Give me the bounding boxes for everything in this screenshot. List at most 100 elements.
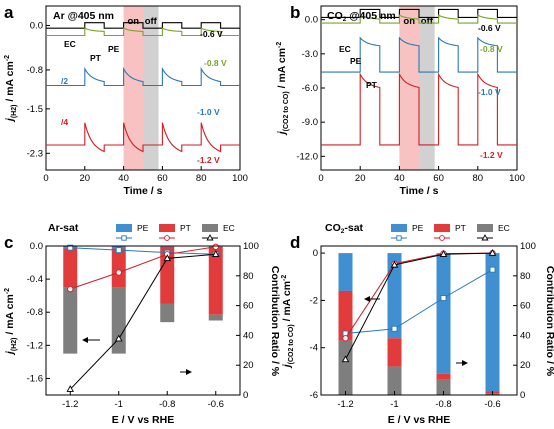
- d-ytick-label-1: -2: [310, 295, 318, 306]
- panel-b-header-sub: 2: [343, 16, 347, 23]
- c-marker-ec-2: [163, 254, 172, 262]
- panel-d-ylabel: j(CO2 to CO) / mA cm-2: [281, 275, 295, 370]
- panel-c-ylabel-sup: -2: [4, 288, 11, 294]
- panel-b-ec-label: EC: [339, 44, 351, 54]
- panel-d-ylabel-main: j: [281, 363, 293, 369]
- c-legend-swatch-2: [202, 224, 218, 232]
- d-bar-pt-1: [387, 338, 402, 367]
- panel-d-label: d: [290, 233, 300, 252]
- panel-a-ylabel-unit: / mA cm: [4, 61, 16, 104]
- panel-b-pt-label: PT: [366, 80, 378, 90]
- a-series-line-4: [46, 122, 240, 153]
- panel-b-ylabel-sup: -2: [276, 42, 283, 48]
- panel-b-ylabel: j(CO2 to CO) / mA cm-2: [276, 42, 290, 137]
- panel-b-header: CO2 @405 nm: [327, 10, 396, 23]
- panel-b-label: b: [290, 3, 300, 22]
- c-xtick-label-0: -1.2: [62, 399, 78, 410]
- b-ytick-label-3: -9.0: [302, 117, 318, 128]
- b-xtick-label-1: 20: [355, 173, 366, 184]
- panel-d-ticks: -1.2 -1 -0.8 -0.6 0 -2 -4 -6 0 20 40 60 80 100: [310, 241, 536, 410]
- panel-b: b on off 0 20 40 60 80 100 0.0 -3.0 -6.0 -9.0 -12.…: [276, 3, 525, 197]
- panel-a-series-label-2: -0.8 V: [204, 58, 227, 68]
- panel-b-off-label: off: [421, 16, 434, 27]
- c-legend-marker-1: [164, 235, 170, 241]
- c-bar-pt-0: [63, 248, 78, 288]
- panel-a-ticks: 0 20 40 60 80 100 0.0 -0.8 -1.5 -2.3: [27, 20, 248, 184]
- c-marker-pt-3: [212, 243, 219, 250]
- d-marker-ec-3: [488, 248, 497, 256]
- panel-b-ylabel-sub: (CO2 to CO): [283, 91, 290, 131]
- c-line-pe: [70, 247, 216, 255]
- a-xtick-label-5: 100: [232, 173, 248, 184]
- c-y2tick-label-2: 40: [243, 330, 254, 341]
- c-legend-label-1: PT: [180, 223, 191, 233]
- b-ytick-label-1: -3.0: [302, 49, 318, 60]
- panel-b-header-tail: @405 nm: [346, 10, 395, 22]
- panel-d-y2label: Contribution Ratio / %: [544, 266, 554, 377]
- panel-d-header-tail: -sat: [344, 222, 363, 234]
- d-line-ec: [345, 252, 493, 360]
- c-y2tick-label-1: 20: [243, 360, 254, 371]
- d-ytick-label-0: 0: [313, 248, 318, 259]
- d-legend-label-1: PT: [455, 223, 466, 233]
- c-legend-marker-0: [121, 235, 127, 241]
- d-legend-label-0: PE: [412, 223, 424, 233]
- panel-a: a on off 0 20 40 60 80 100 0.0 -0.8 -1.5 -2.3 Ar …: [4, 3, 248, 197]
- d-y2tick-label-2: 40: [520, 330, 531, 341]
- panel-a-series-label-1: -0.6 V: [200, 29, 223, 39]
- c-bar-ec-2: [160, 303, 175, 323]
- b-xtick-label-4: 80: [473, 173, 484, 184]
- a-xtick-label-4: 80: [196, 173, 207, 184]
- d-legend-swatch-0: [391, 224, 407, 232]
- d-bar-pe-1: [387, 253, 402, 339]
- c-y2tick-label-3: 60: [243, 301, 254, 312]
- d-marker-pe-3: [489, 266, 496, 273]
- c-xtick-label-2: -0.8: [159, 399, 175, 410]
- panel-c-lines: [66, 243, 220, 392]
- c-bar-ec-0: [63, 287, 78, 354]
- panel-b-on-shade: [399, 6, 419, 170]
- panel-c-bars: [63, 246, 223, 354]
- c-y2tick-label-4: 80: [243, 271, 254, 282]
- panel-d-header-sub: 2: [341, 228, 345, 235]
- d-y2tick-label-4: 80: [520, 271, 531, 282]
- d-xtick-label-1: -1: [390, 399, 398, 410]
- c-legend-swatch-1: [159, 224, 175, 232]
- b-xtick-label-2: 40: [394, 173, 405, 184]
- d-line-pt: [345, 252, 493, 339]
- c-marker-pe-0: [67, 244, 74, 251]
- d-bar-pe-0: [338, 253, 353, 291]
- a-ytick-label-3: -2.3: [27, 148, 43, 159]
- b-ytick-label-2: -6.0: [302, 83, 318, 94]
- panel-b-series: [321, 8, 517, 146]
- panel-c-header: Ar-sat: [48, 222, 79, 234]
- panel-a-ylabel-sup: -2: [4, 55, 11, 61]
- panel-d-ylabel-sup: -2: [281, 275, 288, 281]
- c-marker-ec-3: [211, 250, 220, 257]
- a-ytick-label-1: -0.8: [27, 65, 43, 76]
- a-xtick-label-1: 20: [80, 173, 91, 184]
- panel-d-frame: [320, 245, 518, 396]
- b-xtick-label-3: 60: [433, 173, 444, 184]
- panel-c-frame: [45, 245, 241, 396]
- d-xtick-label-2: -0.8: [435, 399, 451, 410]
- panel-c-ylabel: j(H2) / mA cm-2: [4, 288, 18, 356]
- c-line-pt: [70, 246, 216, 290]
- d-legend-marker-1: [439, 235, 445, 241]
- panel-c-arrow-right: [180, 369, 192, 375]
- d-marker-pt-0: [342, 335, 349, 342]
- d-marker-pe-2: [440, 295, 447, 301]
- c-legend-marker-2: [206, 234, 214, 241]
- d-bar-ec-0: [338, 340, 353, 395]
- panel-a-series-label-5: /4: [61, 117, 68, 127]
- c-bar-pt-1: [111, 248, 126, 288]
- panel-a-ec-label: EC: [64, 39, 76, 49]
- d-y2tick-label-5: 100: [520, 241, 536, 252]
- panel-a-xlabel: Time / s: [124, 185, 163, 197]
- panel-c: c -1.2 -1 -0.8 -0.6 0.0 -0.4 -0.8 -1.2 -1.6 0 20 40…: [4, 222, 281, 426]
- d-xtick-label-0: -1.2: [337, 399, 353, 410]
- panel-c-xlabel: E / V vs RHE: [112, 414, 174, 426]
- panel-c-ylabel-sub: (H2): [11, 338, 18, 352]
- a-ytick-label-0: 0.0: [30, 20, 43, 31]
- panel-d: d -1.2 -1 -0.8 -0.6 0 -2 -4 -6 0 20 40 60 80 100 PE PT…: [281, 222, 554, 426]
